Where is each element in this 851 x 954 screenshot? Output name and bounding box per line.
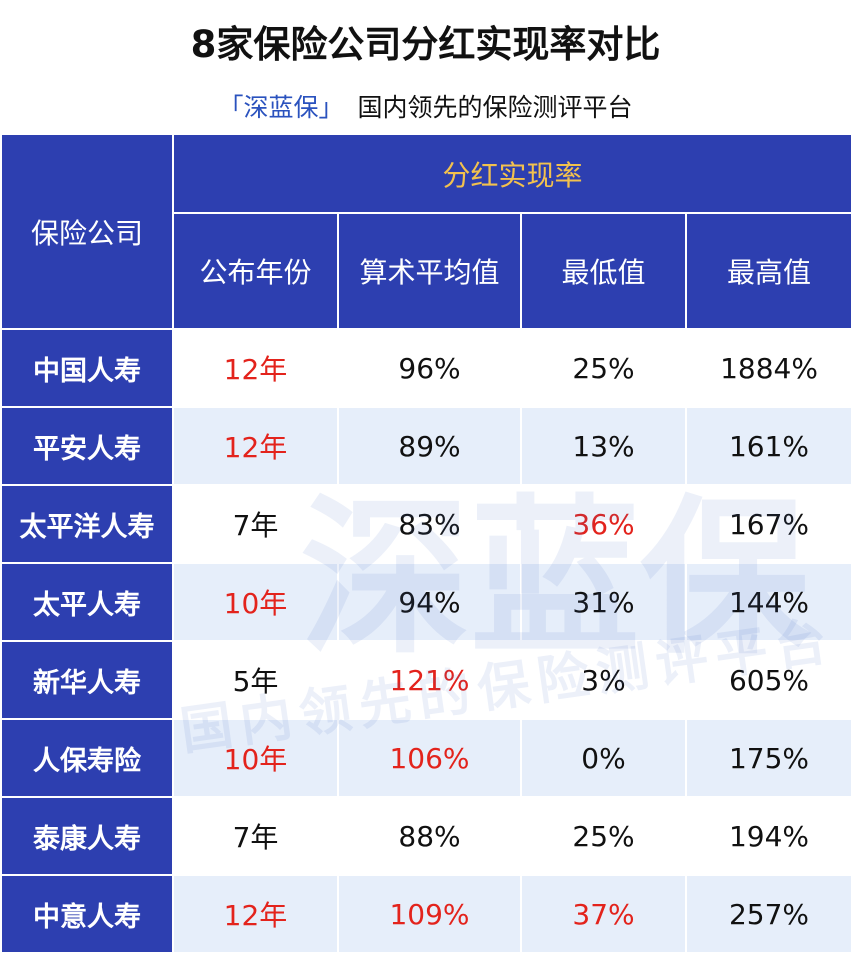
cell: 12年	[172, 874, 339, 954]
cell: 12年	[172, 328, 339, 408]
table-row: 泰康人寿 7年 88% 25% 194%	[0, 796, 851, 876]
company-name: 中意人寿	[0, 874, 174, 954]
cell: 88%	[337, 796, 522, 876]
company-name: 人保寿险	[0, 718, 174, 798]
cell: 109%	[337, 874, 522, 954]
tagline: 国内领先的保险测评平台	[357, 93, 633, 122]
cell: 96%	[337, 328, 522, 408]
column-header: 公布年份	[172, 212, 339, 330]
brand: 「深蓝保」	[218, 93, 344, 122]
cell: 175%	[684, 718, 851, 798]
cell: 37%	[520, 874, 687, 954]
company-name: 泰康人寿	[0, 796, 174, 876]
title: 8家保险公司分红实现率对比	[190, 23, 661, 66]
corner-header: 保险公司	[0, 133, 174, 330]
table-row: 太平洋人寿 7年 83% 36% 167%	[0, 484, 851, 564]
group-header: 分红实现率	[171, 133, 851, 214]
cell: 106%	[337, 718, 522, 798]
cell: 0%	[520, 718, 687, 798]
cell: 31%	[520, 562, 687, 642]
table-row: 太平人寿 10年 94% 31% 144%	[0, 562, 851, 642]
cell: 121%	[337, 640, 522, 720]
cell: 3%	[520, 640, 687, 720]
cell: 89%	[337, 406, 522, 486]
cell: 10年	[172, 562, 339, 642]
cell: 7年	[172, 484, 339, 564]
company-name: 平安人寿	[0, 406, 174, 486]
cell: 94%	[337, 562, 522, 642]
column-header: 最低值	[520, 212, 687, 330]
cell: 167%	[684, 484, 851, 564]
cell: 257%	[684, 874, 851, 954]
cell: 5年	[172, 640, 339, 720]
cell: 7年	[172, 796, 339, 876]
cell: 12年	[172, 406, 339, 486]
cell: 83%	[337, 484, 522, 564]
table-row: 中意人寿 12年 109% 37% 257%	[0, 874, 851, 954]
table-row: 新华人寿 5年 121% 3% 605%	[0, 640, 851, 720]
cell: 605%	[684, 640, 851, 720]
company-name: 太平人寿	[0, 562, 174, 642]
cell: 25%	[520, 328, 687, 408]
cell: 36%	[520, 484, 687, 564]
cell: 25%	[520, 796, 687, 876]
cell: 10年	[172, 718, 339, 798]
cell: 1884%	[684, 328, 851, 408]
cell: 13%	[520, 406, 687, 486]
column-header: 算术平均值	[337, 212, 522, 330]
cell: 194%	[684, 796, 851, 876]
table-row: 中国人寿 12年 96% 25% 1884%	[0, 328, 851, 408]
table: 保险公司 分红实现率 公布年份 算术平均值 最低值 最高值 中国人寿 12年 96% 25%…	[0, 133, 851, 954]
cell: 161%	[684, 406, 851, 486]
company-name: 中国人寿	[0, 328, 174, 408]
cell: 144%	[684, 562, 851, 642]
subtitle: 「深蓝保」 国内领先的保险测评平台	[0, 88, 851, 124]
table-row: 人保寿险 10年 106% 0% 175%	[0, 718, 851, 798]
company-name: 太平洋人寿	[0, 484, 174, 564]
column-header: 最高值	[684, 212, 851, 330]
table-row: 平安人寿 12年 89% 13% 161%	[0, 406, 851, 486]
company-name: 新华人寿	[0, 640, 174, 720]
